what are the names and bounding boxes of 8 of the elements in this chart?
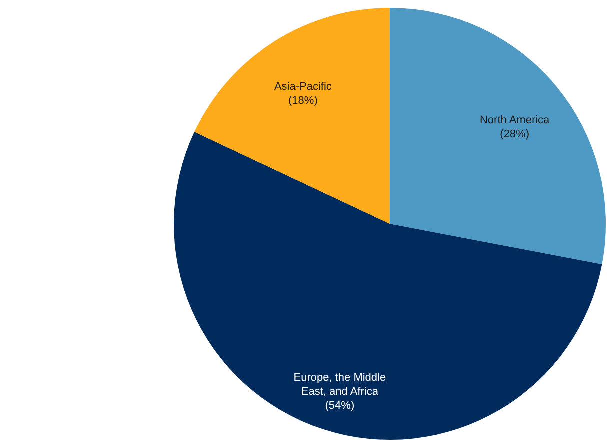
slice-label: Europe, the Middle East, and Africa (294, 372, 386, 398)
data-label: (18%) (288, 95, 318, 108)
slice-label: Asia-Pacific (274, 81, 332, 94)
pie-slice (194, 8, 390, 224)
data-label: (54%) (325, 400, 355, 412)
slice-label: North America (480, 114, 551, 127)
data-label: (28%) (500, 128, 530, 141)
pie-slice (390, 8, 606, 264)
